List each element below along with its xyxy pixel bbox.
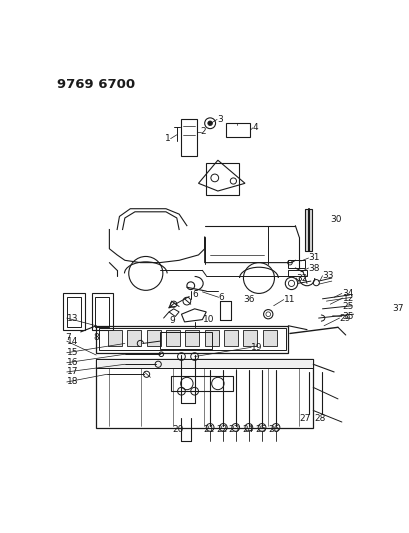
Text: 21: 21 [202,425,214,434]
Text: 27: 27 [299,414,310,423]
Text: 35: 35 [341,312,353,321]
Text: 9769 6700: 9769 6700 [57,78,135,91]
Text: 36: 36 [243,295,254,304]
Text: 16: 16 [67,358,78,367]
Bar [160,332,212,349]
Bar [181,119,196,156]
Text: 2: 2 [200,127,206,136]
Text: 20: 20 [172,425,183,434]
Bar [96,359,312,428]
Text: 30: 30 [329,215,341,224]
Text: 15: 15 [67,348,78,357]
Text: 18: 18 [67,377,78,386]
Bar [146,330,160,346]
Text: 11: 11 [283,295,294,304]
Bar [127,330,141,346]
Bar [98,328,285,350]
Bar [63,294,84,330]
Bar [67,297,81,327]
Text: 4: 4 [252,123,258,132]
Text: 13: 13 [67,313,78,322]
Text: 5: 5 [408,179,409,188]
Circle shape [207,121,212,126]
Bar [166,330,180,346]
Text: 37: 37 [391,304,403,313]
Text: 7: 7 [65,333,71,342]
Text: 12: 12 [342,294,353,303]
Bar [96,326,288,353]
Text: 9: 9 [169,316,174,325]
Text: 1: 1 [164,134,170,143]
Text: 24: 24 [241,425,252,434]
Bar [185,330,199,346]
Bar [91,294,113,330]
Bar [243,330,257,346]
Text: 6: 6 [192,290,198,300]
Text: 33: 33 [322,271,333,280]
Bar [262,330,276,346]
Bar [95,297,109,327]
Bar [204,330,218,346]
Text: 3: 3 [217,115,222,124]
Bar [287,260,304,268]
Text: 17: 17 [67,367,78,376]
Bar [305,209,311,251]
Bar [224,330,238,346]
Text: 25: 25 [341,302,353,311]
Text: 14: 14 [67,337,78,346]
Bar [171,376,233,391]
Text: 38: 38 [308,263,319,272]
Text: 28: 28 [314,414,325,423]
Bar [108,330,121,346]
Text: 31: 31 [308,254,319,262]
Text: 29: 29 [339,313,350,322]
Text: 25: 25 [254,425,266,434]
Bar [96,359,312,368]
Bar [287,270,306,277]
Text: 6: 6 [218,293,224,302]
Text: 26: 26 [267,425,279,434]
Bar [206,163,238,195]
Text: 19: 19 [251,343,262,352]
Bar [225,123,250,137]
Text: 8: 8 [94,333,99,342]
Text: 32: 32 [295,273,307,282]
Text: 22: 22 [216,425,227,434]
Text: 10: 10 [202,315,214,324]
Text: 34: 34 [341,289,353,298]
Text: 23: 23 [228,425,240,434]
